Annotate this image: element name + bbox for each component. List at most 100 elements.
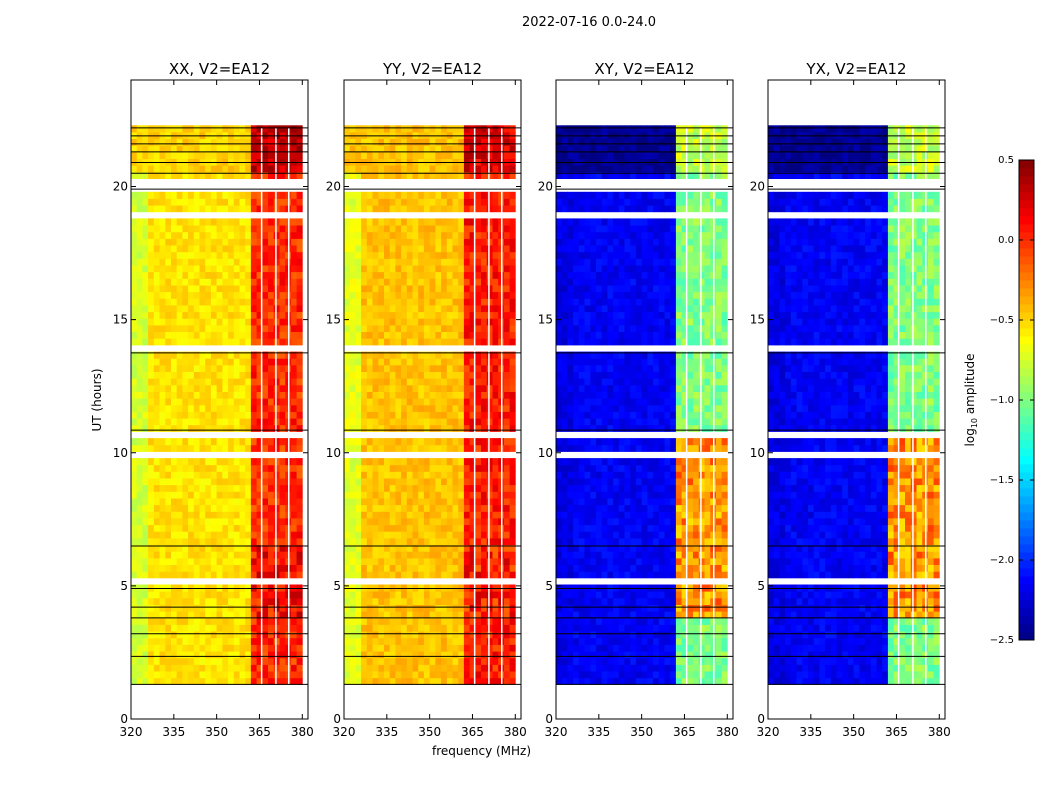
heatmap-cell bbox=[372, 538, 379, 546]
heatmap-cell bbox=[228, 544, 235, 552]
heatmap-cell bbox=[148, 251, 155, 259]
heatmap-cell bbox=[262, 311, 269, 319]
heatmap-cell bbox=[159, 604, 166, 612]
heatmap-cell bbox=[165, 498, 172, 506]
heatmap-cell bbox=[503, 651, 510, 659]
heatmap-cell bbox=[355, 145, 362, 153]
heatmap-cell bbox=[344, 564, 351, 572]
heatmap-cell bbox=[250, 631, 257, 639]
heatmap-cell bbox=[228, 171, 235, 179]
heatmap-cell bbox=[182, 464, 189, 472]
heatmap-cell bbox=[182, 338, 189, 346]
heatmap-cell bbox=[509, 218, 516, 226]
heatmap-cell bbox=[222, 138, 229, 146]
heatmap-cell bbox=[435, 278, 442, 286]
heatmap-cell bbox=[210, 571, 217, 579]
heatmap-cell bbox=[210, 471, 217, 479]
heatmap-cell bbox=[199, 671, 206, 679]
heatmap-cell bbox=[446, 171, 453, 179]
heatmap-cell bbox=[429, 324, 436, 332]
heatmap-cell bbox=[429, 591, 436, 599]
heatmap-cell bbox=[349, 151, 356, 159]
heatmap-cell bbox=[401, 171, 408, 179]
heatmap-cell bbox=[475, 125, 482, 133]
heatmap-cell bbox=[142, 518, 149, 526]
heatmap-cell bbox=[182, 305, 189, 313]
heatmap-cell bbox=[355, 624, 362, 632]
heatmap-cell bbox=[250, 198, 257, 206]
heatmap-cell bbox=[475, 205, 482, 213]
heatmap-cell bbox=[148, 378, 155, 386]
heatmap-cell bbox=[239, 364, 246, 372]
heatmap-cell bbox=[233, 125, 240, 133]
heatmap-cell bbox=[344, 125, 351, 133]
heatmap-cell bbox=[492, 371, 499, 379]
heatmap-cell bbox=[279, 564, 286, 572]
heatmap-cell bbox=[239, 331, 246, 339]
heatmap-cell bbox=[435, 657, 442, 665]
heatmap-cell bbox=[395, 398, 402, 406]
heatmap-cell bbox=[384, 524, 391, 532]
heatmap-cell bbox=[131, 571, 138, 579]
heatmap-cell bbox=[216, 351, 223, 359]
heatmap-cell bbox=[361, 591, 368, 599]
heatmap-cell bbox=[296, 238, 303, 246]
heatmap-cell bbox=[418, 358, 425, 366]
heatmap-cell bbox=[590, 644, 597, 652]
heatmap-cell bbox=[188, 504, 195, 512]
heatmap-cell bbox=[361, 305, 368, 313]
heatmap-cell bbox=[578, 637, 585, 645]
heatmap-cell bbox=[205, 151, 212, 159]
heatmap-cell bbox=[153, 624, 160, 632]
heatmap-cell bbox=[469, 424, 476, 432]
heatmap-cell bbox=[647, 637, 654, 645]
heatmap-cell bbox=[279, 384, 286, 392]
heatmap-cell bbox=[210, 291, 217, 299]
heatmap-cell bbox=[165, 265, 172, 273]
heatmap-cell bbox=[193, 138, 200, 146]
heatmap-cell bbox=[469, 551, 476, 559]
heatmap-cell bbox=[153, 384, 160, 392]
heatmap-cell bbox=[366, 324, 373, 332]
heatmap-cell bbox=[228, 371, 235, 379]
heatmap-cell bbox=[384, 511, 391, 519]
heatmap-cell bbox=[441, 458, 448, 466]
heatmap-cell bbox=[210, 458, 217, 466]
heatmap-cell bbox=[205, 671, 212, 679]
heatmap-cell bbox=[469, 358, 476, 366]
heatmap-cell bbox=[361, 151, 368, 159]
heatmap-cell bbox=[176, 331, 183, 339]
heatmap-cell bbox=[361, 604, 368, 612]
heatmap-cell bbox=[159, 551, 166, 559]
heatmap-cell bbox=[296, 471, 303, 479]
heatmap-cell bbox=[256, 318, 263, 326]
heatmap-cell bbox=[148, 458, 155, 466]
heatmap-cell bbox=[429, 511, 436, 519]
heatmap-cell bbox=[344, 677, 351, 685]
heatmap-cell bbox=[245, 231, 252, 239]
heatmap-cell bbox=[290, 324, 297, 332]
heatmap-cell bbox=[458, 338, 465, 346]
heatmap-cell bbox=[279, 604, 286, 612]
heatmap-cell bbox=[182, 531, 189, 539]
heatmap-cell bbox=[136, 538, 143, 546]
heatmap-cell bbox=[205, 617, 212, 625]
heatmap-cell bbox=[372, 311, 379, 319]
heatmap-cell bbox=[176, 258, 183, 266]
heatmap-cell bbox=[233, 391, 240, 399]
heatmap-cell bbox=[159, 331, 166, 339]
heatmap-cell bbox=[469, 478, 476, 486]
heatmap-cell bbox=[268, 677, 275, 685]
heatmap-cell bbox=[279, 544, 286, 552]
heatmap-cell bbox=[148, 551, 155, 559]
heatmap-cell bbox=[384, 557, 391, 565]
heatmap-cell bbox=[159, 338, 166, 346]
heatmap-cell bbox=[199, 438, 206, 446]
heatmap-cell bbox=[210, 138, 217, 146]
heatmap-cell bbox=[446, 464, 453, 472]
heatmap-cell bbox=[182, 151, 189, 159]
heatmap-cell bbox=[210, 597, 217, 605]
heatmap-cell bbox=[395, 285, 402, 293]
heatmap-cell bbox=[384, 338, 391, 346]
heatmap-cell bbox=[503, 664, 510, 672]
